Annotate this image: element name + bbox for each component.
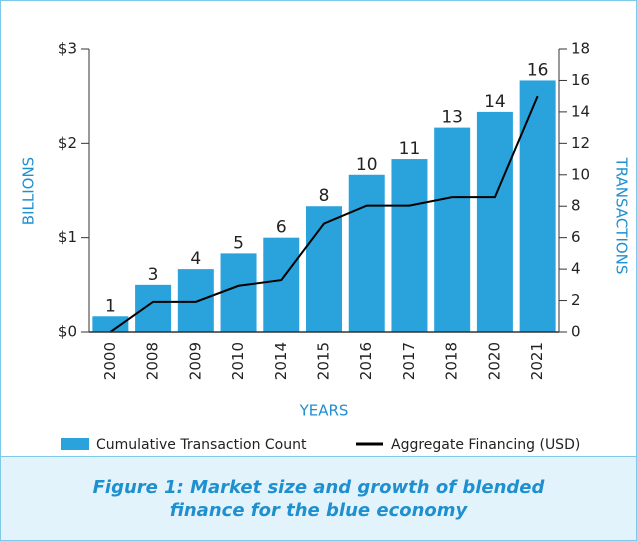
y-tick-label: $0 bbox=[58, 323, 77, 341]
bar bbox=[177, 269, 214, 332]
x-tick-label: 2008 bbox=[144, 342, 162, 380]
bar bbox=[220, 253, 257, 332]
bar bbox=[434, 127, 471, 332]
bar bbox=[263, 237, 300, 332]
x-tick-label: 2017 bbox=[400, 342, 418, 380]
y2-tick-label: 8 bbox=[571, 197, 581, 215]
x-tick-label: 2016 bbox=[357, 342, 375, 380]
y2-tick-label: 10 bbox=[571, 165, 590, 183]
y2-tick-label: 14 bbox=[571, 102, 590, 120]
caption: Figure 1: Market size and growth of blen… bbox=[92, 476, 545, 521]
bar bbox=[476, 111, 513, 332]
bar bbox=[135, 284, 172, 332]
bar-label: 4 bbox=[190, 249, 201, 269]
bar-label: 5 bbox=[233, 233, 244, 253]
x-tick-label: 2000 bbox=[101, 342, 119, 380]
line bbox=[109, 95, 539, 333]
chart: BILLIONS TRANSACTIONS YEARS $0 $1 $2 $3 0 2 4 6… bbox=[20, 40, 631, 454]
x-axis-title: YEARS bbox=[299, 402, 349, 420]
x-tick-label: 2021 bbox=[528, 342, 546, 380]
y2-tick-label: 6 bbox=[571, 228, 581, 246]
y-tick-label: $3 bbox=[58, 40, 77, 58]
x-tick-label: 2014 bbox=[272, 342, 290, 380]
bar-label: 1 bbox=[105, 296, 116, 316]
x-tick-label: 2010 bbox=[229, 342, 247, 380]
caption-box: Figure 1: Market size and growth of blen… bbox=[1, 456, 636, 540]
y2-tick-label: 12 bbox=[571, 134, 590, 152]
bar-label: 6 bbox=[276, 218, 287, 238]
y2-tick-label: 4 bbox=[571, 260, 581, 278]
bar bbox=[348, 174, 385, 332]
bar bbox=[306, 206, 342, 332]
x-tick-label: 2020 bbox=[485, 342, 503, 380]
x-tick-label: 2018 bbox=[443, 342, 461, 380]
y-tick-label: $1 bbox=[58, 228, 77, 246]
legend-label: Aggregate Financing (USD) bbox=[391, 437, 580, 453]
x-tick-label: 2015 bbox=[315, 342, 333, 380]
bar bbox=[519, 80, 556, 332]
legend-swatch bbox=[61, 438, 89, 450]
bar-label: 8 bbox=[319, 186, 330, 206]
bar-label: 10 bbox=[356, 155, 378, 175]
bar-label: 14 bbox=[484, 92, 506, 112]
y2-tick-label: 16 bbox=[571, 71, 590, 89]
y-axis-title: BILLIONS bbox=[20, 157, 38, 225]
bar-label: 13 bbox=[441, 108, 463, 128]
y2-tick-label: 2 bbox=[571, 291, 581, 309]
x-tick-label: 2009 bbox=[186, 342, 204, 380]
bar-label: 3 bbox=[148, 265, 159, 285]
bar bbox=[391, 159, 428, 332]
y2-tick-label: 0 bbox=[571, 323, 581, 341]
y2-tick-label: 18 bbox=[571, 40, 590, 58]
y-tick-label: $2 bbox=[58, 134, 77, 152]
bar-label: 16 bbox=[527, 60, 549, 80]
bar-label: 11 bbox=[399, 139, 421, 159]
legend-label: Cumulative Transaction Count bbox=[96, 437, 307, 453]
bar bbox=[92, 316, 129, 332]
y2-axis-title: TRANSACTIONS bbox=[613, 157, 631, 275]
